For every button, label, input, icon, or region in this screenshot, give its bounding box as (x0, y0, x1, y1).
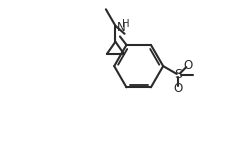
Text: O: O (183, 59, 193, 72)
Text: O: O (174, 82, 183, 95)
Text: N: N (117, 21, 125, 34)
Text: S: S (174, 68, 183, 81)
Text: H: H (122, 19, 130, 29)
